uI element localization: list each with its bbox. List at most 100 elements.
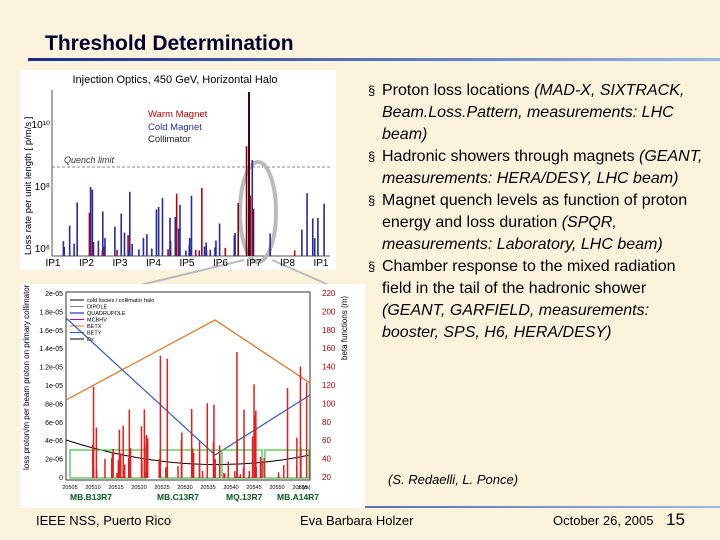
loss-bar (323, 203, 325, 256)
loss-bar (214, 475, 217, 478)
x-tick-label: 20515 (108, 485, 123, 491)
plot-frame (65, 291, 311, 481)
loss-bar (123, 464, 126, 478)
betx-curve (65, 319, 311, 401)
bullet-detail: (SPQR, measurements: Laboratory, LHC bea… (382, 214, 663, 253)
legend-cold: Cold Magnet (148, 122, 202, 133)
plot-title: Injection Optics, 450 GeV, Horizontal Ha… (72, 74, 277, 86)
y-tick-label: 6e-06 (45, 420, 63, 427)
title-rule (28, 58, 720, 61)
loss-bar (251, 436, 254, 478)
loss-bar (282, 465, 285, 478)
loss-bar (236, 438, 238, 478)
loss-bar (95, 427, 98, 478)
top-plot: Injection Optics, 450 GeV, Horizontal Ha… (20, 70, 341, 291)
loss-bar (127, 457, 130, 478)
x-tick-label: 20535 (200, 485, 215, 491)
loss-bar (92, 444, 94, 478)
loss-bar (190, 195, 193, 256)
bullet: Magnet quench levels as function of prot… (368, 190, 706, 256)
magnet-label: MB.C13R7 (157, 492, 199, 502)
loss-bar (236, 351, 238, 478)
x-tick-label: IP4 (146, 258, 161, 269)
x-tick-label: 20555 (292, 485, 307, 491)
loss-bar (169, 241, 172, 256)
loss-bar (203, 246, 206, 256)
legend-label: cold losses / collimator halo (87, 298, 154, 304)
loss-bar (120, 476, 123, 478)
loss-bar (167, 249, 169, 256)
loss-bar (194, 249, 197, 256)
loss-bar (159, 355, 162, 478)
loss-bar (175, 193, 178, 256)
loss-bar (209, 249, 212, 256)
loss-bar (157, 206, 160, 256)
loss-bar (138, 249, 140, 256)
loss-bar (185, 250, 187, 256)
x-tick-label: 20505 (62, 485, 77, 491)
loss-bar (62, 241, 65, 256)
loss-bar (91, 189, 94, 256)
x-tick-label: IP7 (246, 258, 261, 269)
y-tick-label: 10⁸ (35, 182, 50, 193)
loss-bar (214, 459, 216, 478)
loss-bar (169, 217, 171, 256)
bullet-detail: (GEANT, GARFIELD, measurements: booster,… (382, 302, 650, 341)
loss-bar (254, 415, 256, 478)
loss-bar (158, 458, 160, 478)
bety-curve (65, 317, 311, 456)
x-tick-label: 20525 (154, 485, 169, 491)
loss-bar (97, 240, 100, 256)
loss-bar (92, 386, 95, 478)
loss-bar (190, 464, 193, 478)
loss-bar (150, 248, 153, 256)
loss-bar (243, 409, 245, 478)
y2-tick-label: 120 (322, 381, 336, 390)
loss-bar (247, 476, 250, 478)
y-tick-label: 1.4e-05 (39, 346, 63, 353)
loss-bar (158, 472, 161, 478)
loss-bar (179, 204, 181, 256)
loss-bar (165, 467, 167, 478)
y2-tick-label: 220 (322, 289, 336, 298)
y2-tick-label: 40 (322, 455, 331, 464)
loss-bar (112, 449, 114, 478)
loss-bar (313, 238, 316, 256)
bullet-detail: (GEANT, measurements: HERA/DESY, LHC bea… (382, 148, 703, 187)
x-tick-label: 20545 (246, 485, 261, 491)
zoom-ring (238, 160, 278, 264)
loss-bar (198, 441, 201, 478)
loss-bar (205, 242, 208, 256)
x-unit: z (m) (298, 485, 311, 491)
loss-bar (177, 466, 179, 478)
loss-bar (218, 445, 221, 478)
loss-bar (252, 208, 255, 256)
loss-bar (92, 241, 95, 256)
bullet-detail: (MAD-X, SIXTRACK, Beam.Loss.Pattern, mea… (382, 82, 685, 143)
loss-bar (146, 438, 149, 478)
loss-bar (213, 404, 215, 478)
loss-bar (248, 92, 250, 256)
legend-label: BETY (87, 331, 102, 337)
loss-bar (190, 408, 193, 478)
loss-bar (68, 225, 71, 256)
loss-bar (251, 159, 254, 256)
loss-bar (198, 250, 201, 256)
loss-bar (218, 223, 221, 256)
loss-bar (255, 410, 257, 478)
x-tick-label: 20540 (223, 485, 238, 491)
footer-author: Eva Barbara Holzer (300, 513, 414, 528)
loss-bar (145, 434, 148, 478)
loss-bar (253, 384, 255, 478)
loss-bar (201, 470, 204, 478)
loss-bar (146, 234, 148, 256)
loss-bar (191, 448, 194, 478)
loss-bar (120, 213, 123, 256)
legend-label: BETX (87, 324, 102, 330)
y2-tick-label: 100 (322, 399, 336, 408)
loss-bar (73, 243, 75, 256)
citation: (S. Redaelli, L. Ponce) (388, 472, 519, 487)
footer-venue: IEEE NSS, Puerto Rico (36, 513, 172, 528)
x-tick-label: IP5 (179, 258, 194, 269)
